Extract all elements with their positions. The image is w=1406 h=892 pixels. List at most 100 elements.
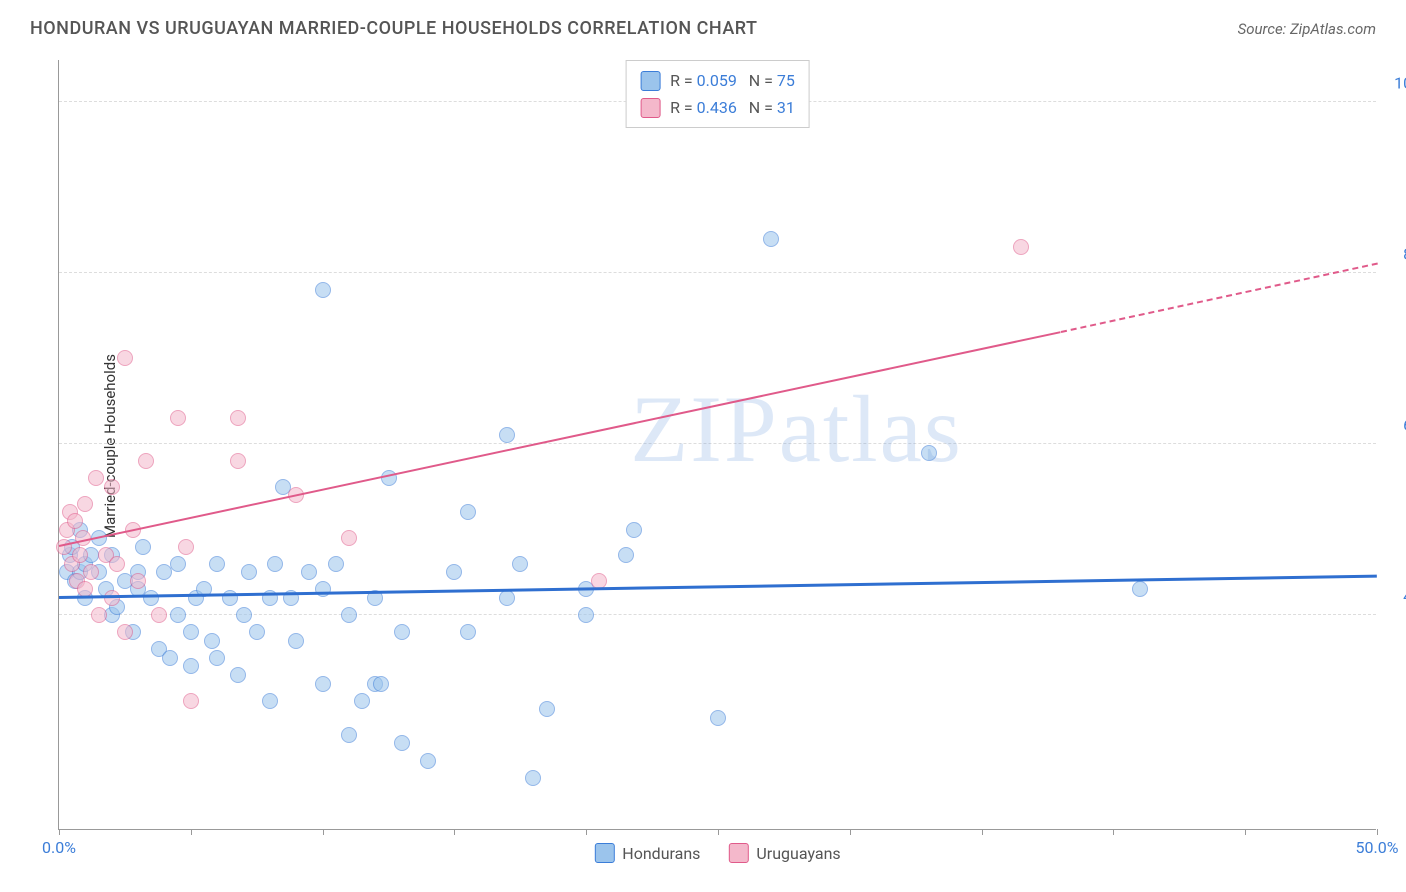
- scatter-point: [91, 607, 107, 623]
- scatter-point: [109, 556, 125, 572]
- scatter-point: [420, 753, 436, 769]
- x-tick-mark: [191, 829, 192, 835]
- scatter-point: [170, 607, 186, 623]
- scatter-point: [162, 650, 178, 666]
- x-tick-label: 0.0%: [42, 838, 76, 857]
- scatter-point: [460, 504, 476, 520]
- scatter-point: [230, 453, 246, 469]
- legend-series-label: Hondurans: [622, 844, 700, 863]
- legend-swatch: [640, 98, 660, 118]
- scatter-point: [710, 710, 726, 726]
- scatter-point: [151, 607, 167, 623]
- scatter-point: [525, 770, 541, 786]
- source-label: Source:: [1238, 20, 1290, 38]
- scatter-point: [328, 556, 344, 572]
- scatter-point: [138, 453, 154, 469]
- source-name: ZipAtlas.com: [1290, 20, 1376, 38]
- legend-series-label: Uruguayans: [756, 844, 840, 863]
- scatter-point: [204, 633, 220, 649]
- x-tick-mark: [982, 829, 983, 835]
- legend-stat-row: R = 0.436 N = 31: [640, 94, 795, 121]
- trendline: [59, 574, 1377, 598]
- scatter-point: [262, 693, 278, 709]
- scatter-point: [499, 590, 515, 606]
- scatter-point: [178, 539, 194, 555]
- legend-series: Hondurans Uruguayans: [594, 843, 840, 863]
- scatter-point: [460, 624, 476, 640]
- x-tick-mark: [1113, 829, 1114, 835]
- scatter-point: [209, 556, 225, 572]
- y-tick-label: 80.0%: [1386, 244, 1406, 263]
- source-attribution: Source: ZipAtlas.com: [1238, 20, 1376, 38]
- scatter-point: [230, 410, 246, 426]
- watermark-text: ZIPatlas: [630, 374, 963, 484]
- scatter-point: [578, 607, 594, 623]
- legend-correlation-box: R = 0.059 N = 75R = 0.436 N = 31: [625, 60, 810, 128]
- scatter-point: [83, 564, 99, 580]
- scatter-point: [763, 231, 779, 247]
- scatter-point: [315, 282, 331, 298]
- scatter-point: [170, 556, 186, 572]
- scatter-point: [1013, 239, 1029, 255]
- scatter-point: [446, 564, 462, 580]
- header: HONDURAN VS URUGUAYAN MARRIED-COUPLE HOU…: [0, 0, 1406, 47]
- x-tick-mark: [850, 829, 851, 835]
- scatter-point: [241, 564, 257, 580]
- scatter-point: [394, 624, 410, 640]
- y-tick-label: 100.0%: [1386, 73, 1406, 92]
- scatter-point: [143, 590, 159, 606]
- gridline-h: [59, 272, 1376, 273]
- y-tick-label: 40.0%: [1386, 587, 1406, 606]
- x-tick-mark: [1245, 829, 1246, 835]
- x-tick-mark: [1377, 829, 1378, 835]
- x-tick-mark: [59, 829, 60, 835]
- chart-container: HONDURAN VS URUGUAYAN MARRIED-COUPLE HOU…: [0, 0, 1406, 892]
- x-tick-mark: [454, 829, 455, 835]
- x-tick-mark: [323, 829, 324, 835]
- scatter-point: [183, 658, 199, 674]
- scatter-point: [267, 556, 283, 572]
- scatter-point: [341, 727, 357, 743]
- legend-swatch: [640, 71, 660, 91]
- scatter-point: [315, 581, 331, 597]
- gridline-h: [59, 614, 1376, 615]
- scatter-point: [67, 513, 83, 529]
- legend-series-item: Uruguayans: [728, 843, 840, 863]
- legend-stat-row: R = 0.059 N = 75: [640, 67, 795, 94]
- scatter-point: [230, 667, 246, 683]
- gridline-h: [59, 443, 1376, 444]
- scatter-point: [88, 470, 104, 486]
- scatter-point: [117, 350, 133, 366]
- scatter-point: [341, 607, 357, 623]
- legend-swatch: [594, 843, 614, 863]
- scatter-point: [921, 445, 937, 461]
- legend-series-item: Hondurans: [594, 843, 700, 863]
- scatter-point: [626, 522, 642, 538]
- legend-stat-text: R = 0.436 N = 31: [670, 94, 795, 121]
- scatter-point: [539, 701, 555, 717]
- x-tick-mark: [586, 829, 587, 835]
- legend-stat-text: R = 0.059 N = 75: [670, 67, 795, 94]
- trendline: [1060, 262, 1377, 332]
- scatter-point: [170, 410, 186, 426]
- scatter-point: [249, 624, 265, 640]
- scatter-point: [301, 564, 317, 580]
- scatter-point: [373, 676, 389, 692]
- scatter-point: [354, 693, 370, 709]
- scatter-point: [618, 547, 634, 563]
- scatter-point: [77, 496, 93, 512]
- legend-swatch: [728, 843, 748, 863]
- chart-plot-area: ZIPatlas R = 0.059 N = 75R = 0.436 N = 3…: [58, 60, 1376, 830]
- x-tick-mark: [718, 829, 719, 835]
- scatter-point: [209, 650, 225, 666]
- scatter-point: [341, 530, 357, 546]
- scatter-point: [499, 427, 515, 443]
- y-tick-label: 60.0%: [1386, 416, 1406, 435]
- scatter-point: [104, 479, 120, 495]
- trendline: [59, 331, 1061, 547]
- scatter-point: [117, 624, 133, 640]
- scatter-point: [104, 590, 120, 606]
- scatter-point: [512, 556, 528, 572]
- scatter-point: [236, 607, 252, 623]
- scatter-point: [288, 633, 304, 649]
